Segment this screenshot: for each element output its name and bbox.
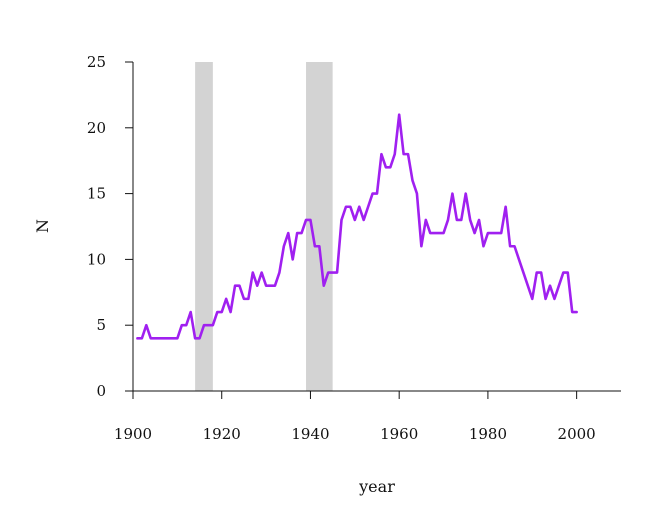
x-axis-title: year [358, 477, 395, 496]
x-tick-label: 1940 [291, 425, 329, 443]
series-line [136, 113, 578, 340]
y-tick-label: 10 [87, 250, 106, 268]
shaded-period-1 [306, 62, 333, 391]
x-tick-label: 2000 [558, 425, 596, 443]
y-tick-label: 20 [87, 119, 106, 137]
x-tick-label: 1900 [114, 425, 152, 443]
y-tick-label: 0 [96, 382, 106, 400]
x-tick-label: 1980 [469, 425, 507, 443]
y-axis-title: N [33, 219, 52, 233]
x-tick-label: 1960 [380, 425, 418, 443]
x-tick-label: 1920 [203, 425, 241, 443]
y-tick-label: 15 [87, 185, 106, 203]
y-tick-label: 5 [96, 316, 106, 334]
shaded-period-0 [195, 62, 213, 391]
y-tick-label: 25 [87, 53, 106, 71]
axes: 0 5 10 15 20 25 1900 1920 1940 1960 1980 2000 [87, 53, 621, 443]
